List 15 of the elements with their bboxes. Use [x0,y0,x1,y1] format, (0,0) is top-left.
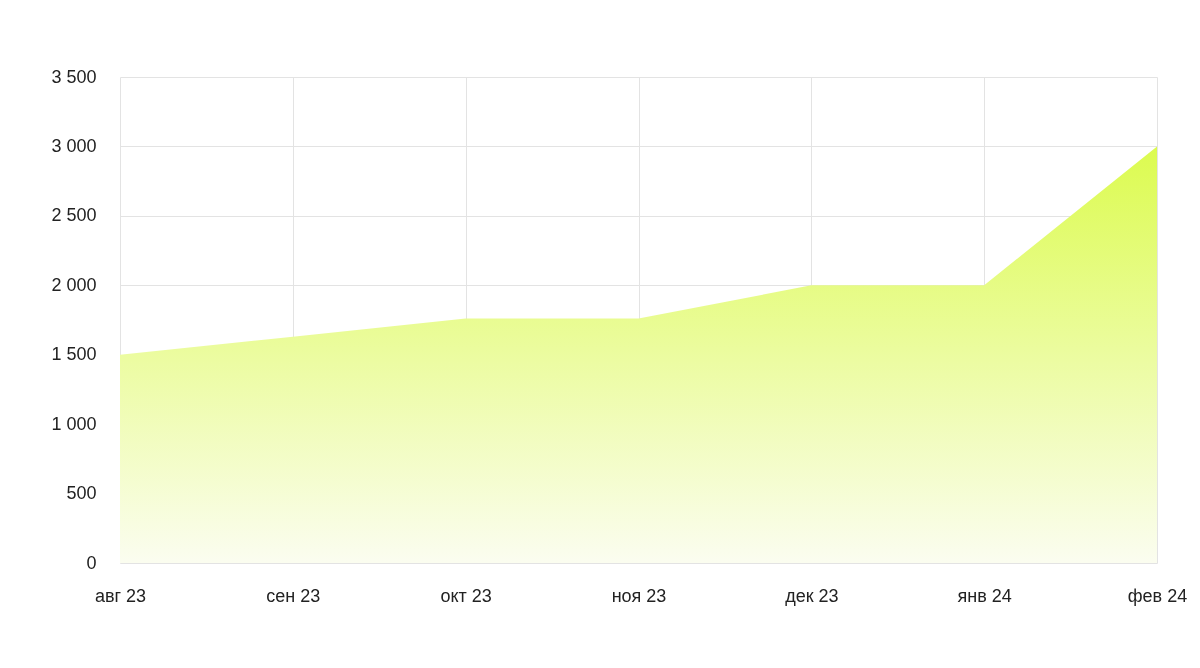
y-tick-label: 2 000 [51,274,97,295]
x-tick-label: янв 24 [957,585,1012,606]
x-tick-label: окт 23 [440,585,492,606]
x-tick-label: дек 23 [785,585,839,606]
y-tick-label: 1 000 [51,413,97,434]
y-tick-label: 3 500 [51,66,97,87]
y-tick-label: 1 500 [51,344,97,365]
y-tick-label: 3 000 [51,135,97,156]
x-tick-label: фев 24 [1127,585,1188,606]
y-tick-label: 0 [86,552,97,573]
x-tick-label: авг 23 [94,585,147,606]
x-tick-label: ноя 23 [611,585,667,606]
y-tick-label: 500 [66,483,97,504]
y-tick-label: 2 500 [51,205,97,226]
x-tick-label: сен 23 [266,585,321,606]
